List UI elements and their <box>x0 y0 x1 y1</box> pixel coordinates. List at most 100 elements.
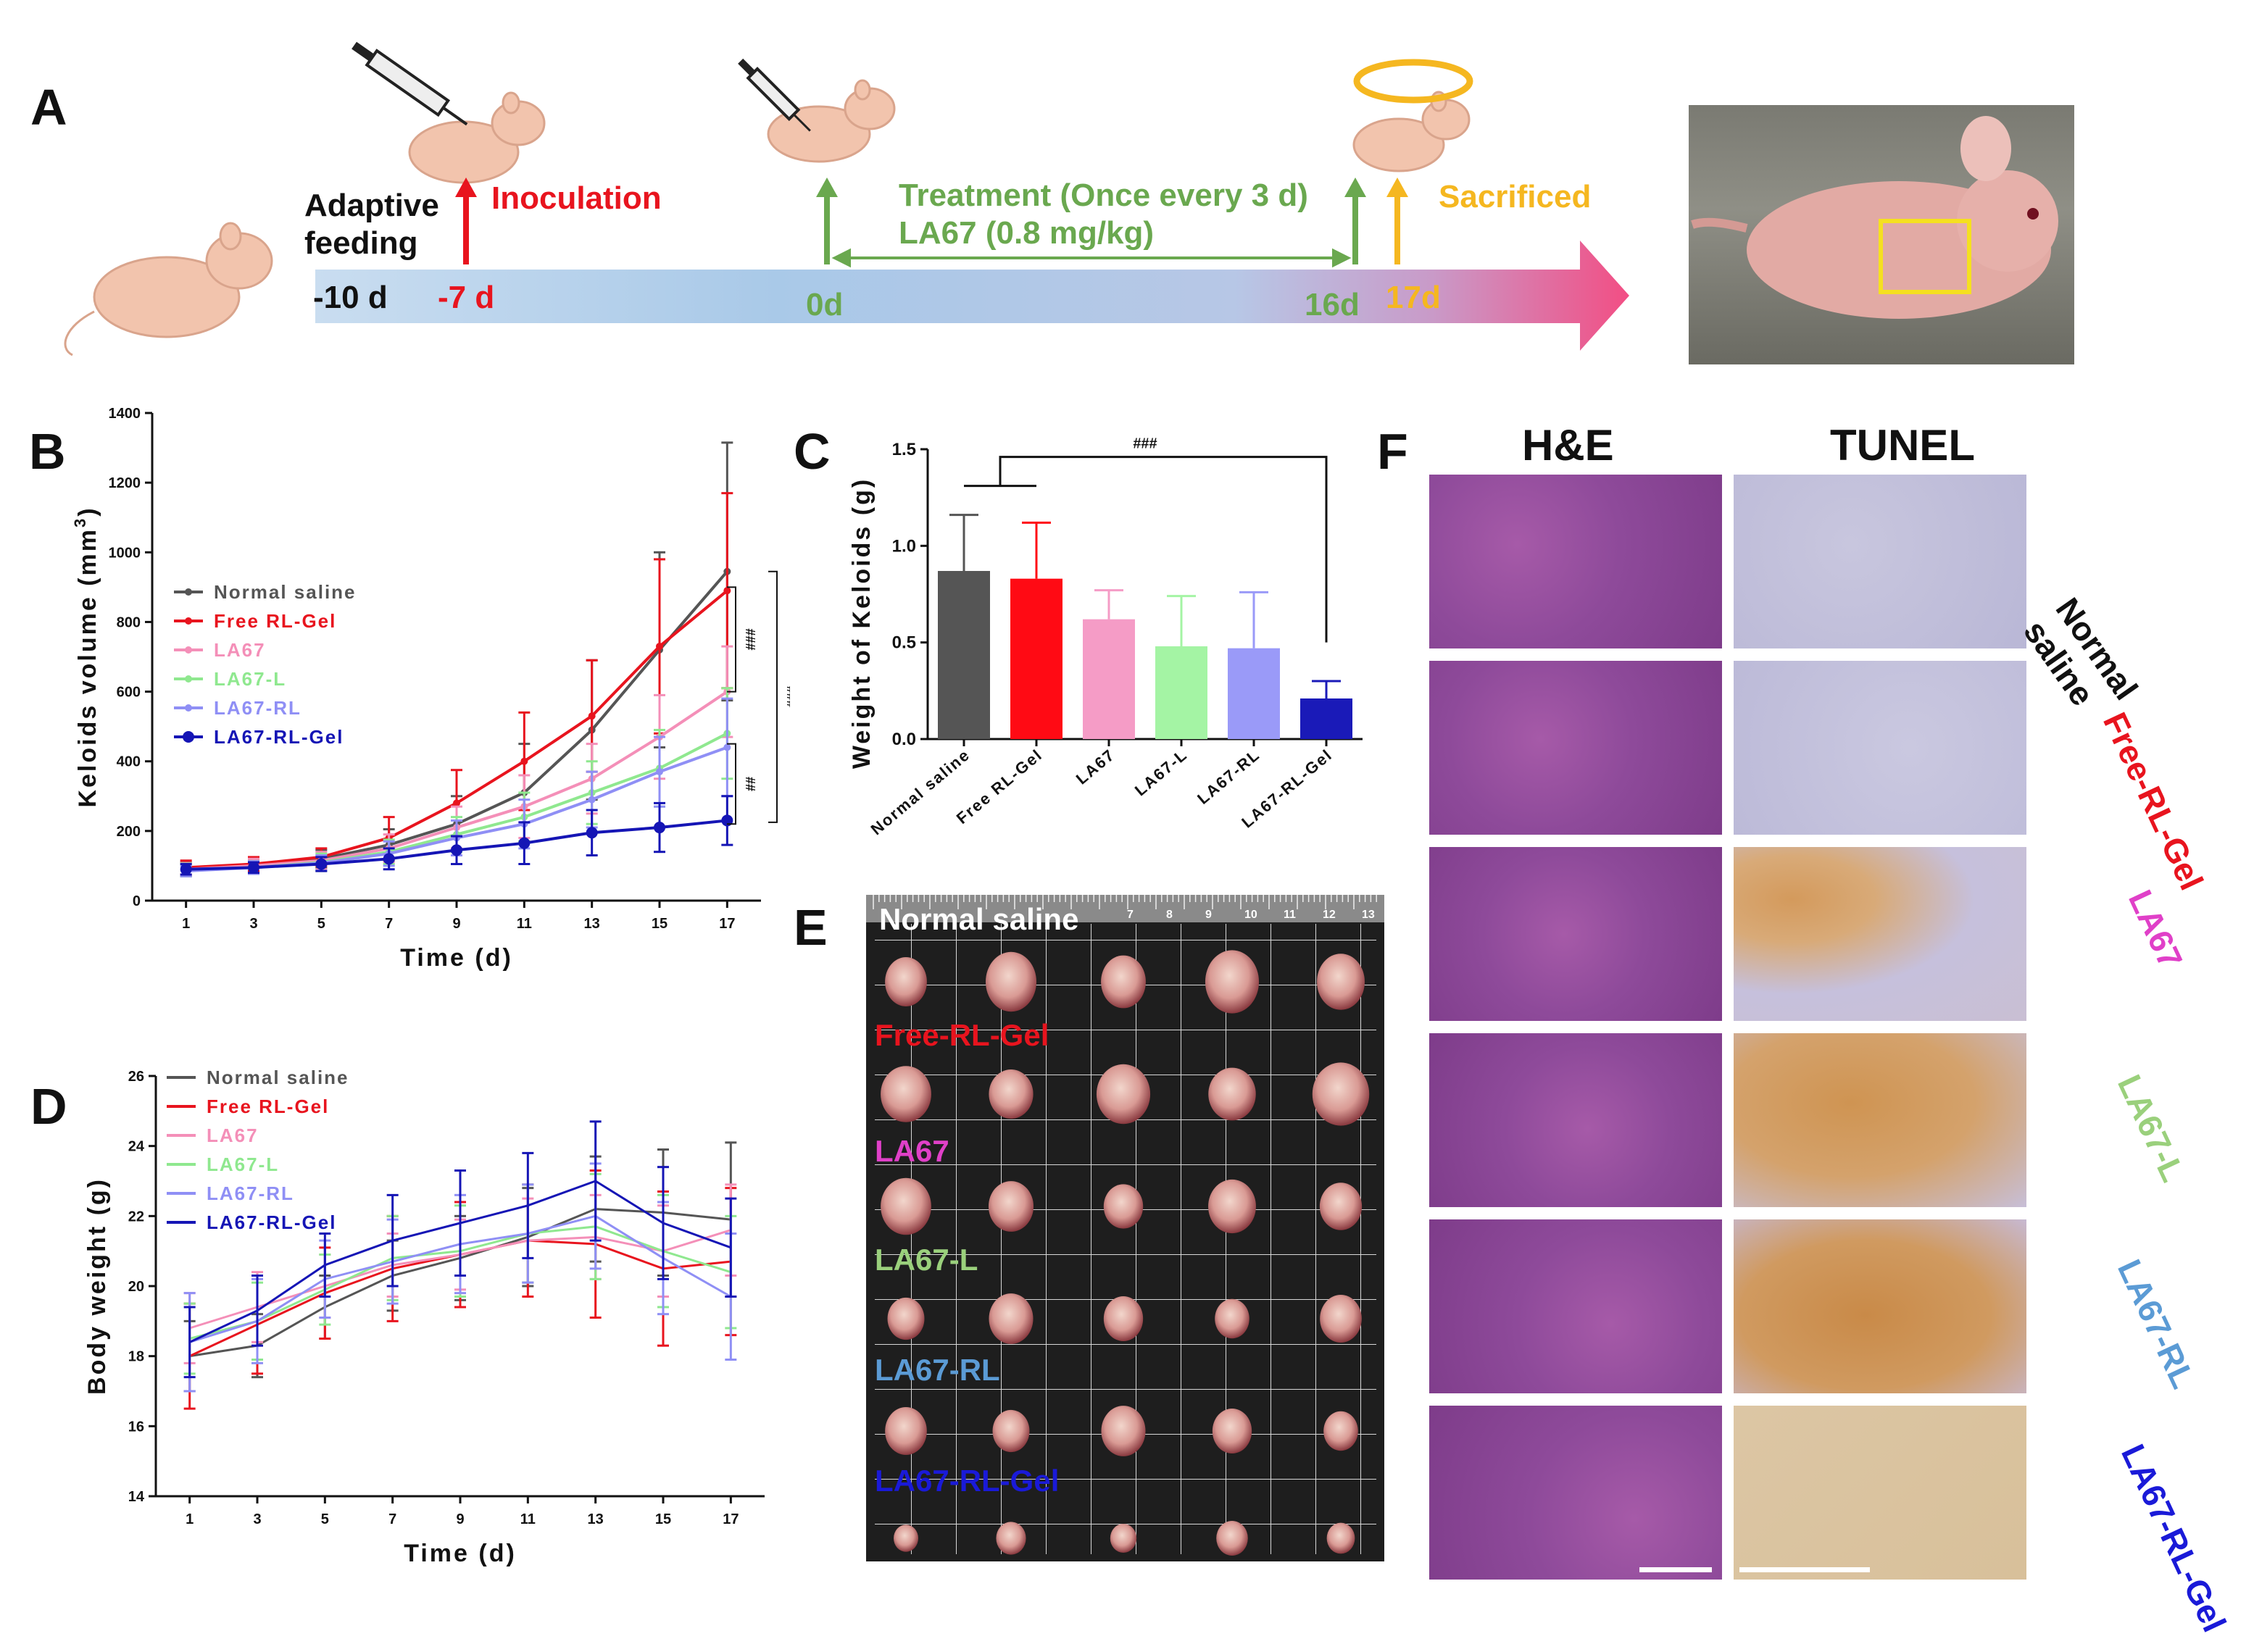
keloid-tissue <box>1208 1067 1256 1121</box>
y-tick-label: 0.5 <box>892 633 916 653</box>
significance-label: ## <box>743 777 757 791</box>
x-axis-title: Time (d) <box>400 944 513 972</box>
x-tick-label: LA67-RL <box>1194 746 1263 808</box>
y-tick-label: 1200 <box>109 475 141 491</box>
y-tick-label: 1.5 <box>892 440 916 459</box>
data-point <box>588 796 596 804</box>
syringe-icon <box>352 41 468 126</box>
y-axis-title: Keloids volume (mm3) <box>71 506 101 807</box>
legend-label: LA67-RL <box>207 1182 294 1204</box>
significance-label: ### <box>743 628 757 650</box>
data-point <box>315 858 328 870</box>
tumor-highlight-box <box>1879 219 1971 294</box>
group-label-la67-rl: LA67-RL <box>875 1353 1000 1387</box>
y-tick-label: 400 <box>117 754 141 770</box>
legend-marker <box>185 588 192 596</box>
he-stain-image <box>1429 661 1722 835</box>
keloid-tissue <box>988 1181 1034 1232</box>
x-tick-label: 1 <box>182 916 190 932</box>
y-tick-label: 200 <box>117 824 141 840</box>
bar-la67-l <box>1155 646 1207 739</box>
keloid-tissue <box>1101 955 1146 1009</box>
keloid-tissue <box>1215 1298 1249 1339</box>
legend-marker <box>185 617 192 625</box>
ruler-number: 11 <box>1284 909 1296 921</box>
x-tick-label: LA67-L <box>1131 746 1191 800</box>
legend-marker <box>185 704 192 712</box>
he-stain-image <box>1429 1033 1722 1207</box>
bar-free-rl-gel <box>1010 578 1062 739</box>
tunel-stain-image <box>1734 1033 2026 1207</box>
timeline-diagram: Adaptive feeding Inoculation Treatment (… <box>64 41 1629 356</box>
scale-bar <box>1639 1567 1712 1572</box>
keloid-tissue <box>989 1069 1034 1119</box>
he-stain-image <box>1429 1406 1722 1580</box>
adaptive-feeding-line1: Adaptive <box>304 188 439 223</box>
data-point <box>656 768 663 776</box>
bar-la67 <box>1083 619 1135 739</box>
dose-label: LA67 (0.8 mg/kg) <box>899 215 1154 251</box>
group-label-la67-rl-gel: LA67-RL-Gel <box>875 1464 1060 1498</box>
keloid-tissue <box>1323 1411 1358 1451</box>
keloid-tissue <box>887 1297 925 1340</box>
header-he: H&E <box>1522 421 1614 470</box>
mouse-icon <box>1352 91 1471 172</box>
x-axis-title: Time (d) <box>404 1540 517 1567</box>
group-label-la67-l: LA67-L <box>875 1243 978 1277</box>
day-label-16: 16d <box>1305 287 1360 322</box>
keloid-tissue <box>881 1177 931 1235</box>
ruler-number: 9 <box>1205 909 1212 921</box>
data-point <box>654 822 665 834</box>
x-tick-label: 11 <box>517 916 532 932</box>
ruler-number: 12 <box>1323 909 1336 921</box>
y-axis-title: Weight of Keloids (g) <box>848 477 876 769</box>
x-tick-label: 17 <box>723 1511 739 1527</box>
tunel-stain-image <box>1734 847 2026 1021</box>
x-tick-label: 7 <box>385 916 393 932</box>
x-tick-label: 11 <box>520 1511 536 1527</box>
header-tunel: TUNEL <box>1830 421 1975 470</box>
data-point <box>451 844 462 856</box>
data-point <box>586 827 598 839</box>
data-point <box>518 837 531 849</box>
x-tick-label: Normal saline <box>868 746 974 839</box>
ruler-number: 10 <box>1244 909 1257 921</box>
x-tick-label: 15 <box>655 1511 671 1527</box>
day-label-minus7: -7 d <box>438 280 494 315</box>
keloid-tissue <box>1101 1406 1146 1456</box>
bar-la67-rl <box>1228 648 1280 739</box>
keloid-tissue <box>1319 1182 1363 1230</box>
day-label-minus10: -10 d <box>313 280 388 315</box>
keloid-tissue <box>989 1293 1034 1344</box>
row-label-la67-rl-gel: LA67-RL-Gel <box>2113 1438 2234 1638</box>
y-tick-label: 1000 <box>109 545 141 561</box>
data-point <box>656 643 663 651</box>
inoculation-label: Inoculation <box>491 180 662 216</box>
keloid-tissue <box>1320 1295 1362 1343</box>
x-tick-label: 13 <box>584 916 600 932</box>
scale-bar <box>1739 1567 1870 1572</box>
panel-label-d: D <box>30 1078 67 1135</box>
row-label-la67-l: LA67-L <box>2110 1069 2192 1188</box>
y-tick-label: 14 <box>128 1489 145 1505</box>
keloid-tissue <box>996 1522 1026 1555</box>
treatment-label: Treatment (Once every 3 d) <box>899 178 1308 213</box>
x-tick-label: 5 <box>317 916 325 932</box>
bar-normal-saline <box>938 571 990 739</box>
legend-marker <box>185 675 192 683</box>
significance-bracket <box>999 456 1328 643</box>
keloid-tissue <box>985 951 1037 1012</box>
significance-bracket <box>727 743 736 825</box>
x-tick-label: 1 <box>186 1511 194 1527</box>
x-tick-label: 3 <box>253 1511 261 1527</box>
panel-label-a: A <box>30 79 67 135</box>
bar-la67-rl-gel <box>1300 698 1352 739</box>
keloid-tissue <box>1205 950 1260 1014</box>
he-stain-image <box>1429 1219 1722 1393</box>
keloid-tissue <box>1317 954 1365 1010</box>
significance-label: ### <box>784 686 790 708</box>
panel-label-f: F <box>1377 423 1408 480</box>
y-tick-label: 20 <box>128 1279 144 1295</box>
